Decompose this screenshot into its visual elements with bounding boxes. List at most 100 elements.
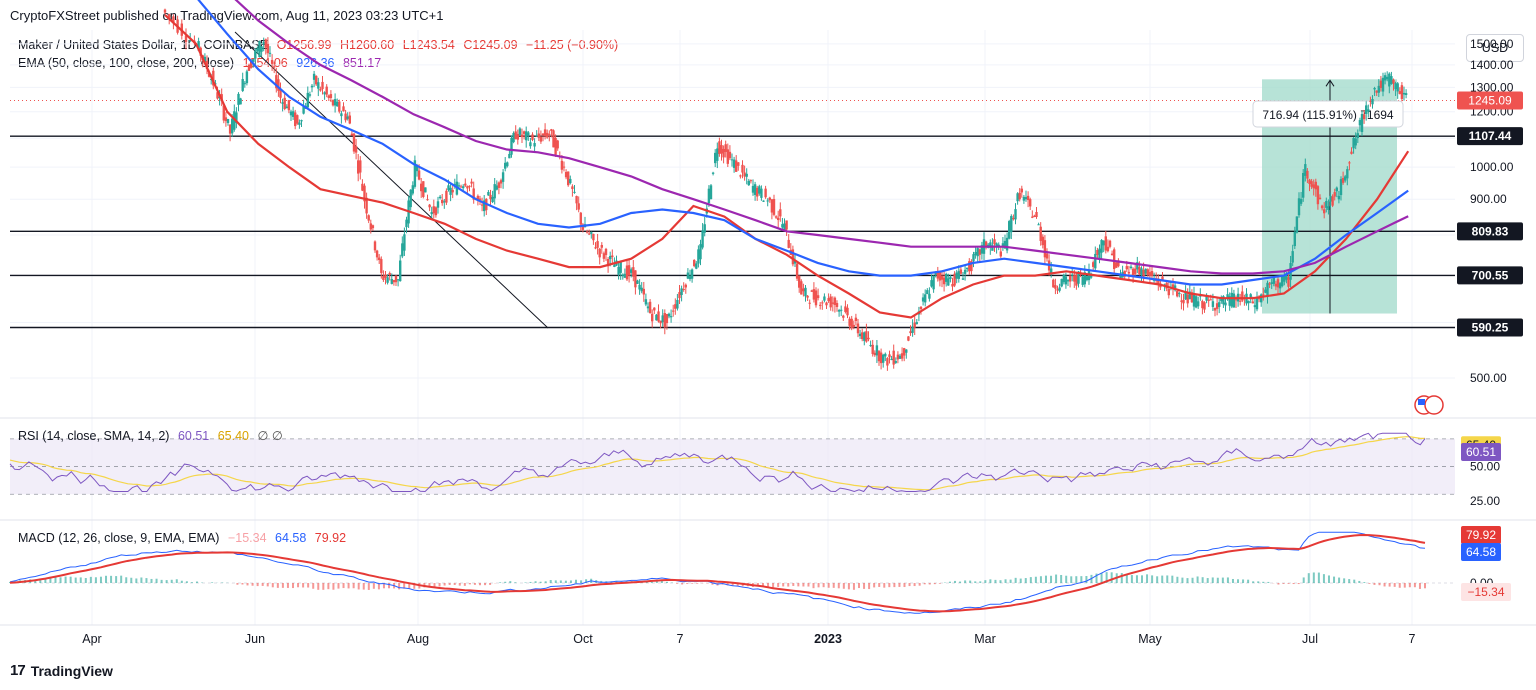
time-tick-label: 2023 bbox=[814, 632, 842, 646]
macd-histogram-bar bbox=[559, 580, 562, 583]
candle-body bbox=[678, 292, 681, 299]
candle-body bbox=[577, 203, 580, 210]
candle-body bbox=[1098, 248, 1101, 260]
macd-histogram-bar bbox=[428, 583, 431, 587]
candle-body bbox=[667, 313, 671, 317]
candle-body bbox=[163, 9, 167, 13]
candle-body bbox=[501, 172, 505, 182]
candle-body bbox=[682, 288, 685, 290]
macd-histogram-bar bbox=[660, 580, 663, 583]
candle-body bbox=[1037, 224, 1040, 226]
candle-body bbox=[930, 280, 933, 287]
candle-body bbox=[1396, 83, 1399, 92]
ema-label[interactable]: EMA (50, close, 100, close, 200, close) bbox=[18, 56, 235, 70]
macd-legend: MACD (12, 26, close, 9, EMA, EMA) −15.34… bbox=[18, 531, 346, 545]
rsi-label[interactable]: RSI (14, close, SMA, 14, 2) bbox=[18, 429, 170, 443]
time-tick-label: Apr bbox=[82, 632, 101, 646]
symbol-name[interactable]: Maker / United States Dollar, 1D, COINBA… bbox=[18, 38, 269, 52]
macd-histogram-bar bbox=[1050, 575, 1053, 583]
macd-histogram-bar bbox=[160, 579, 163, 583]
candle-body bbox=[909, 331, 912, 334]
macd-histogram-bar bbox=[165, 580, 168, 583]
candle-body bbox=[936, 271, 939, 279]
macd-histogram-bar bbox=[868, 583, 871, 590]
level-label: 809.83 bbox=[1472, 224, 1509, 238]
candle-body bbox=[184, 35, 188, 42]
macd-histogram-bar bbox=[767, 583, 770, 588]
candle-body bbox=[1140, 268, 1143, 276]
candle-body bbox=[663, 313, 666, 328]
candle-body bbox=[596, 241, 599, 248]
macd-histogram-bar bbox=[1282, 583, 1285, 584]
macd-histogram-bar bbox=[863, 583, 866, 589]
tradingview-logo-icon: 17 bbox=[10, 662, 26, 679]
candle-body bbox=[1026, 195, 1030, 201]
candle-body bbox=[539, 136, 543, 142]
candle-body bbox=[1287, 277, 1290, 287]
candle-body bbox=[399, 260, 402, 282]
macd-signal-value: 79.92 bbox=[314, 531, 347, 545]
macd-histogram-bar bbox=[281, 583, 284, 588]
candle-body bbox=[245, 71, 249, 84]
macd-histogram-bar bbox=[878, 583, 881, 587]
candle-body bbox=[770, 199, 774, 213]
candle-body bbox=[896, 354, 900, 360]
candle-body bbox=[808, 302, 811, 304]
macd-histogram-bar bbox=[842, 583, 845, 589]
candle-body bbox=[959, 269, 963, 274]
macd-histogram-bar bbox=[524, 582, 527, 583]
macd-histogram-bar bbox=[1262, 581, 1265, 583]
candle-body bbox=[1379, 80, 1383, 88]
candle-body bbox=[367, 215, 370, 221]
macd-histogram-bar bbox=[79, 577, 82, 583]
candle-body bbox=[625, 265, 629, 280]
candle-body bbox=[327, 95, 330, 98]
macd-histogram-bar bbox=[382, 583, 385, 589]
rsi-sma-line bbox=[9, 436, 1425, 491]
macd-histogram-bar bbox=[1216, 577, 1219, 583]
candle-body bbox=[1348, 162, 1351, 164]
candle-body bbox=[1146, 269, 1149, 275]
candle-body bbox=[1115, 262, 1118, 268]
macd-histogram-bar bbox=[1292, 583, 1295, 585]
macd-histogram-bar bbox=[1388, 583, 1391, 587]
candle-body bbox=[989, 242, 992, 248]
candle-body bbox=[405, 219, 408, 228]
candle-body bbox=[300, 120, 303, 122]
candle-body bbox=[646, 306, 650, 309]
candle-body bbox=[543, 129, 547, 137]
macd-histogram-bar bbox=[504, 581, 507, 583]
candle-body bbox=[426, 199, 429, 201]
currency-button[interactable]: USD bbox=[1466, 34, 1524, 62]
macd-histogram-bar bbox=[433, 583, 436, 588]
macd-histogram-bar bbox=[696, 583, 699, 584]
macd-histogram-bar bbox=[1095, 573, 1098, 583]
candle-body bbox=[329, 94, 333, 99]
candle-body bbox=[835, 303, 839, 307]
candle-body bbox=[999, 251, 1002, 257]
macd-label[interactable]: MACD (12, 26, close, 9, EMA, EMA) bbox=[18, 531, 220, 545]
candle-body bbox=[1110, 253, 1114, 256]
candle-body bbox=[945, 273, 948, 282]
candle-body bbox=[661, 315, 664, 323]
macd-histogram-bar bbox=[1383, 583, 1386, 587]
macd-histogram-bar bbox=[362, 583, 365, 590]
macd-histogram-bar bbox=[463, 583, 466, 586]
candle-body bbox=[804, 287, 807, 297]
macd-histogram-bar bbox=[1297, 583, 1300, 585]
macd-histogram-bar bbox=[1065, 575, 1068, 583]
candle-body bbox=[382, 276, 385, 280]
candle-body bbox=[1320, 205, 1324, 209]
macd-histogram-bar bbox=[115, 576, 118, 583]
candle-body bbox=[751, 185, 755, 193]
candle-body bbox=[516, 133, 519, 140]
candle-body bbox=[1205, 295, 1208, 301]
candle-body bbox=[852, 324, 855, 327]
macd-histogram-bar bbox=[185, 581, 188, 583]
candle-body bbox=[1249, 294, 1252, 299]
candle-body bbox=[1129, 266, 1133, 269]
macd-histogram-bar bbox=[1176, 576, 1179, 583]
candle-body bbox=[777, 217, 780, 221]
macd-histogram-bar bbox=[959, 581, 962, 583]
candle-body bbox=[1398, 91, 1401, 94]
